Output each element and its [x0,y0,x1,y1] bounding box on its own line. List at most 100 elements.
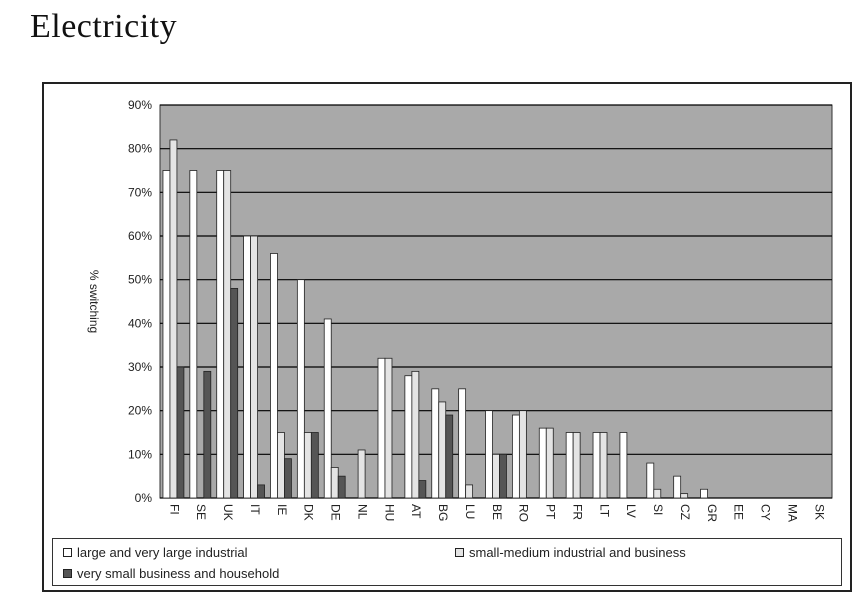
x-tick-label: MA [786,504,800,522]
bar-large-industrial [296,279,305,499]
x-tick-labels: FI SE UK IT IE DK DE NL HU AT BG LU BE RO PT FR LT LV SI CZ… [167,504,826,522]
y-tick-label: 90% [128,98,152,112]
x-tick-label: SK [812,504,826,520]
legend-swatch-household [63,569,72,578]
x-tick-label: DE [329,504,343,521]
bar-large-industrial [458,388,467,499]
legend-item-household: very small business and household [63,566,279,581]
x-tick-label: FI [167,504,181,515]
bar-large-industrial [216,170,225,499]
x-tick-label: IE [275,504,289,515]
bar-large-industrial [485,410,493,499]
x-tick-label: SE [194,504,208,520]
y-tick-label: 70% [128,185,152,199]
bar-large-industrial [404,375,413,499]
legend-swatch-small-medium [455,548,464,557]
y-axis-title: % switching [87,270,101,333]
y-tick-label: 60% [128,229,152,243]
x-tick-label: IT [248,504,262,515]
x-tick-label: CY [759,504,773,521]
bar-small-medium [277,432,285,499]
legend-label-large: large and very large industrial [77,545,248,560]
bar-large-industrial [619,432,628,499]
bar-large-industrial [700,488,708,499]
x-tick-label: LU [463,504,477,519]
x-tick-label: BE [490,504,504,520]
bar-household [203,370,212,499]
bar-small-medium [518,410,527,499]
y-tick-label: 50% [128,273,152,287]
x-tick-label: UK [221,504,235,521]
legend-label-small-medium: small-medium industrial and business [469,545,686,560]
x-tick-label: DK [302,504,316,521]
bar-household [176,366,185,499]
bar-small-medium [223,170,232,499]
bar-large-industrial [565,432,574,499]
plot-area [159,104,833,499]
bar-small-medium [411,370,420,499]
bar-large-industrial [243,235,251,499]
x-tick-label: NL [355,504,369,520]
x-tick-label: LV [624,504,638,518]
bar-small-medium [330,467,339,499]
bar-large-industrial [431,388,440,499]
bar-household [257,484,265,499]
bar-small-medium [653,488,662,499]
x-tick-label: HU [382,504,396,521]
bar-small-medium [545,427,554,499]
page-title: Electricity [30,8,178,45]
bar-small-medium [465,484,474,499]
legend-label-household: very small business and household [77,566,280,581]
x-tick-label: CZ [678,504,692,520]
bar-household [418,480,427,499]
x-tick-label: GR [705,504,719,522]
bar-small-medium [438,401,447,499]
legend-item-large: large and very large industrial [63,545,248,560]
bar-large-industrial [270,253,278,499]
bar-large-industrial [189,170,198,499]
bar-household [445,414,454,499]
y-tick-label: 30% [128,360,152,374]
legend-swatch-large [63,548,72,557]
bar-household [499,453,507,499]
bar-small-medium [169,139,178,499]
y-tick-label: 80% [128,142,152,156]
x-tick-label: SI [651,504,665,515]
x-tick-label: BG [436,504,450,521]
y-tick-label: 40% [128,316,152,330]
legend-item-small-medium: small-medium industrial and business [455,545,686,560]
x-tick-label: FR [570,504,584,520]
bar-small-medium [384,357,393,499]
bar-large-industrial [162,170,171,499]
bar-large-industrial [377,357,386,499]
bar-household [310,432,319,499]
x-tick-label: RO [517,504,531,522]
y-tick-labels: 0% 10% 20% 30% 40% 50% 60% 70% 80% 90% [128,98,152,505]
bar-large-industrial [511,414,520,499]
y-tick-label: 0% [135,491,153,505]
bar-small-medium [572,432,581,499]
bar-small-medium [680,493,689,499]
bar-large-industrial [592,432,601,499]
bars [162,139,708,499]
bar-small-medium [492,453,500,499]
x-tick-label: PT [544,504,558,520]
bar-household [284,458,292,499]
y-tick-label: 10% [128,447,152,461]
bar-large-industrial [323,318,332,499]
x-tick-label: LT [597,504,611,518]
bar-small-medium [250,235,258,499]
bar-household [230,287,239,499]
bar-large-industrial [673,475,682,499]
x-tick-label: AT [409,504,423,519]
bar-large-industrial [646,462,655,499]
legend: large and very large industrial small-me… [52,538,842,586]
x-tick-label: EE [732,504,746,520]
bar-small-medium [599,432,608,499]
bar-household [337,475,346,499]
bar-small-medium [357,449,366,499]
bar-large-industrial [538,427,547,499]
y-tick-label: 20% [128,404,152,418]
bar-small-medium [303,432,312,499]
